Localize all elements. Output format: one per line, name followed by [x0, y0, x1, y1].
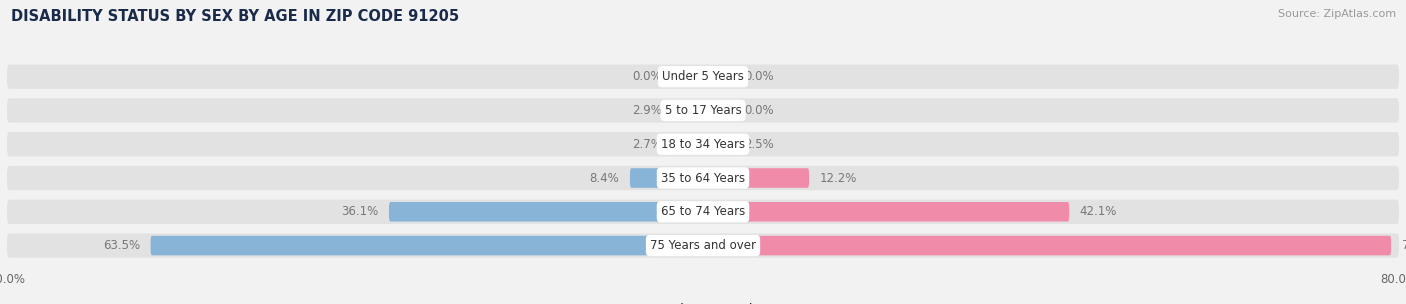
Text: 79.1%: 79.1%	[1402, 239, 1406, 252]
FancyBboxPatch shape	[7, 233, 1399, 258]
FancyBboxPatch shape	[703, 101, 734, 120]
Text: 12.2%: 12.2%	[820, 171, 856, 185]
FancyBboxPatch shape	[7, 98, 1399, 123]
Text: 42.1%: 42.1%	[1080, 205, 1118, 218]
Text: 36.1%: 36.1%	[342, 205, 378, 218]
Text: DISABILITY STATUS BY SEX BY AGE IN ZIP CODE 91205: DISABILITY STATUS BY SEX BY AGE IN ZIP C…	[11, 9, 460, 24]
FancyBboxPatch shape	[7, 132, 1399, 156]
Legend: Male, Female: Male, Female	[641, 299, 765, 304]
FancyBboxPatch shape	[703, 67, 734, 86]
Text: 35 to 64 Years: 35 to 64 Years	[661, 171, 745, 185]
FancyBboxPatch shape	[703, 168, 808, 188]
FancyBboxPatch shape	[7, 200, 1399, 224]
Text: 65 to 74 Years: 65 to 74 Years	[661, 205, 745, 218]
FancyBboxPatch shape	[672, 101, 703, 120]
Text: 18 to 34 Years: 18 to 34 Years	[661, 138, 745, 151]
FancyBboxPatch shape	[672, 67, 703, 86]
FancyBboxPatch shape	[389, 202, 703, 222]
FancyBboxPatch shape	[630, 168, 703, 188]
FancyBboxPatch shape	[150, 236, 703, 255]
Text: 2.7%: 2.7%	[633, 138, 662, 151]
FancyBboxPatch shape	[7, 166, 1399, 190]
Text: 5 to 17 Years: 5 to 17 Years	[665, 104, 741, 117]
FancyBboxPatch shape	[703, 202, 1069, 222]
Text: 2.5%: 2.5%	[744, 138, 773, 151]
FancyBboxPatch shape	[672, 134, 703, 154]
Text: 8.4%: 8.4%	[589, 171, 620, 185]
Text: 2.9%: 2.9%	[633, 104, 662, 117]
FancyBboxPatch shape	[703, 134, 734, 154]
Text: 0.0%: 0.0%	[744, 70, 773, 83]
Text: 0.0%: 0.0%	[744, 104, 773, 117]
FancyBboxPatch shape	[7, 64, 1399, 89]
Text: 0.0%: 0.0%	[633, 70, 662, 83]
Text: Under 5 Years: Under 5 Years	[662, 70, 744, 83]
Text: 75 Years and over: 75 Years and over	[650, 239, 756, 252]
Text: 63.5%: 63.5%	[103, 239, 141, 252]
Text: Source: ZipAtlas.com: Source: ZipAtlas.com	[1278, 9, 1396, 19]
FancyBboxPatch shape	[703, 236, 1391, 255]
